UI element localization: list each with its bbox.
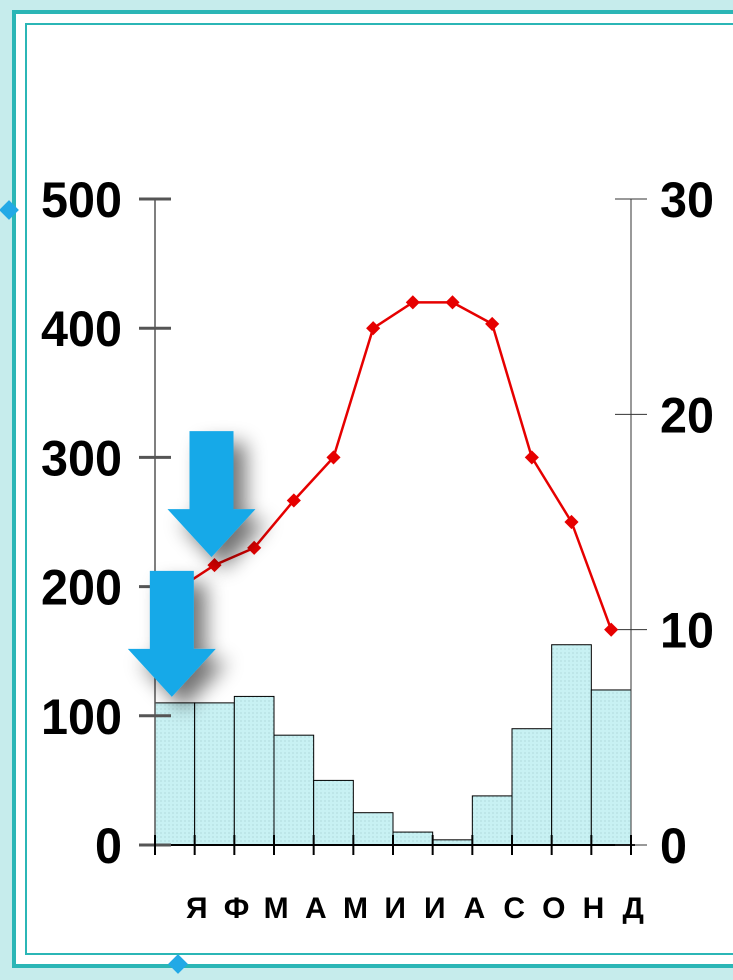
month-label: О — [542, 892, 565, 925]
temperature-point — [445, 295, 460, 310]
month-label: Ф — [224, 892, 250, 925]
left-axis-tick-label: 200 — [41, 560, 122, 616]
precip-bar — [471, 795, 513, 846]
precip-bar — [194, 702, 235, 846]
precip-bar — [273, 734, 315, 846]
down-arrow-line — [167, 431, 256, 558]
down-arrow-bar — [127, 570, 216, 697]
temperature-point — [405, 295, 420, 310]
precip-bar — [392, 831, 434, 846]
temperature-series — [167, 295, 619, 637]
month-label: Н — [583, 892, 605, 925]
temperature-point — [247, 540, 262, 555]
month-label: Д — [622, 892, 643, 925]
month-label: Я — [186, 892, 208, 925]
month-label: М — [264, 892, 289, 925]
temperature-point — [604, 622, 619, 637]
temperature-line — [174, 301, 613, 631]
left-axis-tick-label: 500 — [41, 172, 122, 228]
temperature-point — [286, 493, 301, 508]
right-axis-tick-label: 0 — [660, 818, 687, 874]
annotation-arrows — [127, 431, 256, 697]
temperature-point — [366, 321, 381, 336]
left-axis-tick-label: 400 — [41, 301, 122, 357]
month-label: И — [384, 892, 406, 925]
month-label: А — [305, 892, 327, 925]
temperature-point — [485, 316, 500, 331]
precip-bar — [313, 779, 354, 846]
precipitation-bars — [154, 644, 632, 846]
month-label: А — [464, 892, 486, 925]
month-label: С — [503, 892, 525, 925]
temperature-point — [207, 557, 222, 573]
left-axis-tick-label: 100 — [41, 689, 122, 745]
precip-bar — [233, 695, 275, 846]
precip-bar — [154, 702, 196, 846]
month-label: И — [424, 892, 446, 925]
slide-inner-border — [25, 23, 733, 955]
precip-bar — [590, 689, 632, 846]
temperature-point — [326, 450, 341, 465]
temperature-point — [524, 450, 539, 465]
month-label: М — [343, 892, 368, 925]
temperature-point — [564, 514, 579, 530]
precip-bar — [551, 644, 592, 846]
precip-bar — [352, 812, 394, 846]
left-axis-tick-label: 300 — [41, 430, 122, 486]
left-axis-tick-label: 0 — [95, 818, 122, 874]
right-axis-tick-label: 20 — [660, 387, 714, 443]
precip-bar — [511, 728, 553, 846]
right-axis-tick-label: 30 — [660, 172, 714, 228]
right-axis-tick-label: 10 — [660, 603, 714, 659]
